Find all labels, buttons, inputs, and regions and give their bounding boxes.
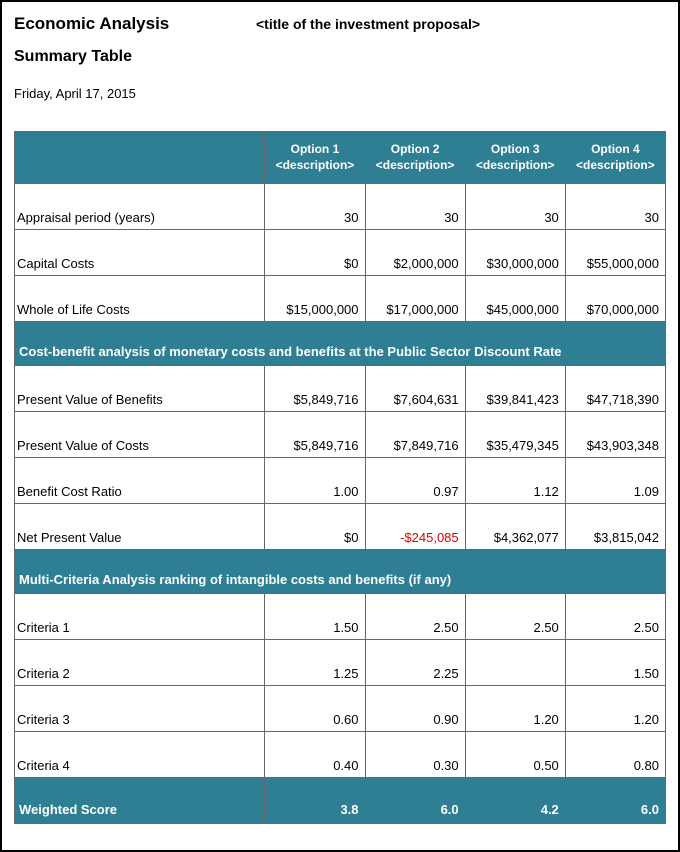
report-date: Friday, April 17, 2015 — [14, 86, 666, 101]
cell-value: $0 — [265, 504, 365, 550]
cell-value: 0.60 — [265, 686, 365, 732]
section-cba-header: Cost-benefit analysis of monetary costs … — [15, 322, 666, 366]
option-desc: <description> — [276, 158, 355, 172]
cell-value: $55,000,000 — [565, 230, 665, 276]
cell-value: 0.40 — [265, 732, 365, 778]
cell-value: $2,000,000 — [365, 230, 465, 276]
table-row: Appraisal period (years) 30 30 30 30 — [15, 184, 666, 230]
cell-value: 3.8 — [265, 778, 365, 824]
row-label: Present Value of Costs — [15, 412, 265, 458]
cell-value: $47,718,390 — [565, 366, 665, 412]
cell-value: $5,849,716 — [265, 366, 365, 412]
cell-value: 0.30 — [365, 732, 465, 778]
options-header-row: Option 1 <description> Option 2 <descrip… — [15, 132, 666, 184]
row-label: Criteria 1 — [15, 594, 265, 640]
option-label: Option 4 — [591, 142, 640, 156]
row-label: Criteria 4 — [15, 732, 265, 778]
option-desc: <description> — [376, 158, 455, 172]
row-label: Whole of Life Costs — [15, 276, 265, 322]
cell-value: 1.25 — [265, 640, 365, 686]
table-row: Capital Costs $0 $2,000,000 $30,000,000 … — [15, 230, 666, 276]
summary-table: Option 1 <description> Option 2 <descrip… — [14, 131, 666, 824]
cell-value: 2.25 — [365, 640, 465, 686]
option-label: Option 2 — [391, 142, 440, 156]
cell-value: 2.50 — [465, 594, 565, 640]
cell-value: $5,849,716 — [265, 412, 365, 458]
cell-value: $7,849,716 — [365, 412, 465, 458]
proposal-title-placeholder: <title of the investment proposal> — [256, 16, 480, 32]
row-label: Weighted Score — [15, 778, 265, 824]
cell-value: 1.00 — [265, 458, 365, 504]
cell-value: $4,362,077 — [465, 504, 565, 550]
cell-value: 2.50 — [565, 594, 665, 640]
row-label: Criteria 2 — [15, 640, 265, 686]
summary-subtitle: Summary Table — [14, 48, 666, 66]
cell-value: 1.09 — [565, 458, 665, 504]
cell-value: 1.50 — [265, 594, 365, 640]
cell-value: $45,000,000 — [465, 276, 565, 322]
option-label: Option 3 — [491, 142, 540, 156]
table-row: Present Value of Benefits $5,849,716 $7,… — [15, 366, 666, 412]
row-label: Present Value of Benefits — [15, 366, 265, 412]
cell-value: 0.90 — [365, 686, 465, 732]
section-title: Multi-Criteria Analysis ranking of intan… — [15, 550, 666, 594]
cell-value: $30,000,000 — [465, 230, 565, 276]
table-row: Benefit Cost Ratio 1.00 0.97 1.12 1.09 — [15, 458, 666, 504]
table-row: Whole of Life Costs $15,000,000 $17,000,… — [15, 276, 666, 322]
cell-value: $39,841,423 — [465, 366, 565, 412]
cell-value: $7,604,631 — [365, 366, 465, 412]
option-3-header: Option 3 <description> — [465, 132, 565, 184]
page-title: Economic Analysis — [14, 14, 256, 34]
table-row: Criteria 3 0.60 0.90 1.20 1.20 — [15, 686, 666, 732]
cell-value: 30 — [565, 184, 665, 230]
cell-value: $17,000,000 — [365, 276, 465, 322]
row-label: Appraisal period (years) — [15, 184, 265, 230]
cell-value: 1.50 — [565, 640, 665, 686]
table-row: Net Present Value $0 -$245,085 $4,362,07… — [15, 504, 666, 550]
row-label: Capital Costs — [15, 230, 265, 276]
option-label: Option 1 — [291, 142, 340, 156]
option-1-header: Option 1 <description> — [265, 132, 365, 184]
cell-value: 30 — [465, 184, 565, 230]
cell-value: 30 — [265, 184, 365, 230]
table-row: Criteria 2 1.25 2.25 1.50 — [15, 640, 666, 686]
cell-value: $35,479,345 — [465, 412, 565, 458]
cell-value: $43,903,348 — [565, 412, 665, 458]
cell-value: 6.0 — [365, 778, 465, 824]
cell-value: 4.2 — [465, 778, 565, 824]
table-row: Criteria 4 0.40 0.30 0.50 0.80 — [15, 732, 666, 778]
cell-value: 30 — [365, 184, 465, 230]
option-desc: <description> — [576, 158, 655, 172]
header-row: Economic Analysis <title of the investme… — [14, 14, 666, 34]
section-mca-header: Multi-Criteria Analysis ranking of intan… — [15, 550, 666, 594]
cell-value-negative: -$245,085 — [365, 504, 465, 550]
cell-value: 0.97 — [365, 458, 465, 504]
cell-value: 2.50 — [365, 594, 465, 640]
cell-value: $70,000,000 — [565, 276, 665, 322]
section-title: Cost-benefit analysis of monetary costs … — [15, 322, 666, 366]
option-2-header: Option 2 <description> — [365, 132, 465, 184]
row-label: Net Present Value — [15, 504, 265, 550]
page-container: Economic Analysis <title of the investme… — [0, 0, 680, 852]
option-4-header: Option 4 <description> — [565, 132, 665, 184]
cell-value: 1.20 — [465, 686, 565, 732]
option-desc: <description> — [476, 158, 555, 172]
cell-value: 6.0 — [565, 778, 665, 824]
weighted-score-row: Weighted Score 3.8 6.0 4.2 6.0 — [15, 778, 666, 824]
cell-value: 0.80 — [565, 732, 665, 778]
cell-value: 0.50 — [465, 732, 565, 778]
cell-value: $0 — [265, 230, 365, 276]
table-row: Present Value of Costs $5,849,716 $7,849… — [15, 412, 666, 458]
cell-value: 1.12 — [465, 458, 565, 504]
blank-header-cell — [15, 132, 265, 184]
row-label: Criteria 3 — [15, 686, 265, 732]
row-label: Benefit Cost Ratio — [15, 458, 265, 504]
cell-value — [465, 640, 565, 686]
table-row: Criteria 1 1.50 2.50 2.50 2.50 — [15, 594, 666, 640]
cell-value: $3,815,042 — [565, 504, 665, 550]
cell-value: 1.20 — [565, 686, 665, 732]
cell-value: $15,000,000 — [265, 276, 365, 322]
